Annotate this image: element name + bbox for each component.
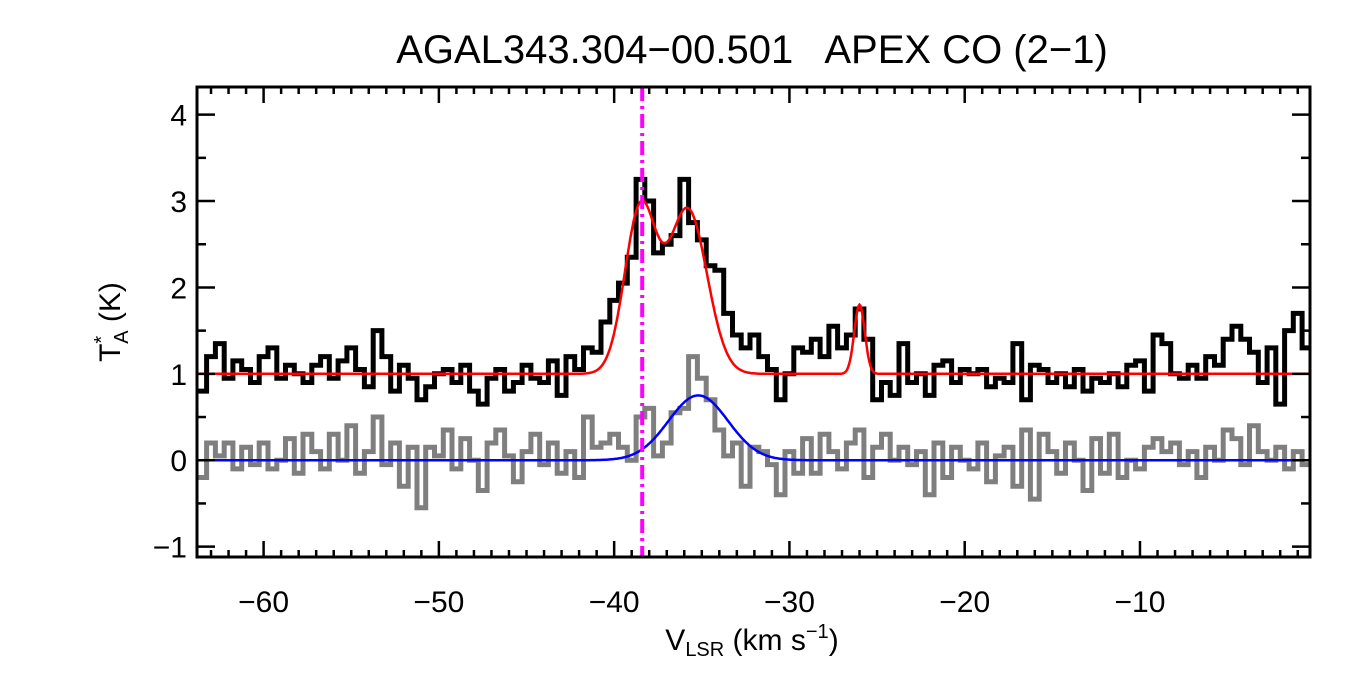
y-axis-label-main: T: [94, 344, 127, 362]
x-axis-label-main: V: [665, 624, 685, 657]
x-tick-label: −50: [413, 586, 464, 619]
y-axis-label-sup: *: [91, 336, 113, 344]
y-axis-label: T*A (K): [91, 282, 133, 362]
y-tick-label: −1: [153, 532, 187, 565]
chart-title: AGAL343.304−00.501 APEX CO (2−1): [396, 28, 1108, 72]
spectrum-series-black: [197, 176, 1310, 407]
y-axis-label-units: (K): [94, 282, 127, 330]
x-axis-label-units: (km s: [724, 624, 806, 657]
x-axis-label: VLSR (km s−1): [665, 621, 838, 661]
x-tick-label: −10: [1115, 586, 1166, 619]
y-tick-label: 1: [170, 359, 187, 392]
y-tick-label: 3: [170, 186, 187, 219]
x-axis-label-sub: LSR: [685, 639, 724, 661]
x-tick-label: −20: [939, 586, 990, 619]
spectrum-series-gray: [197, 354, 1310, 511]
x-axis-label-end: ): [829, 624, 839, 657]
x-tick-label: −60: [238, 586, 289, 619]
fit-line-red: [197, 199, 1310, 376]
y-tick-label: 0: [170, 445, 187, 478]
axes: −60 −50 −40 −30 −20 −10 4 3 2 1 0 −1: [153, 85, 1312, 619]
x-tick-label: −40: [589, 586, 640, 619]
y-axis-label-sub: A: [111, 330, 133, 344]
y-tick-label: 2: [170, 272, 187, 305]
plot-frame: [195, 85, 1312, 559]
y-tick-label: 4: [170, 100, 187, 133]
x-tick-label: −30: [764, 586, 815, 619]
plot-area: [197, 87, 1310, 557]
x-axis-label-sup: −1: [806, 621, 829, 643]
fit-line-blue: [197, 394, 1310, 462]
